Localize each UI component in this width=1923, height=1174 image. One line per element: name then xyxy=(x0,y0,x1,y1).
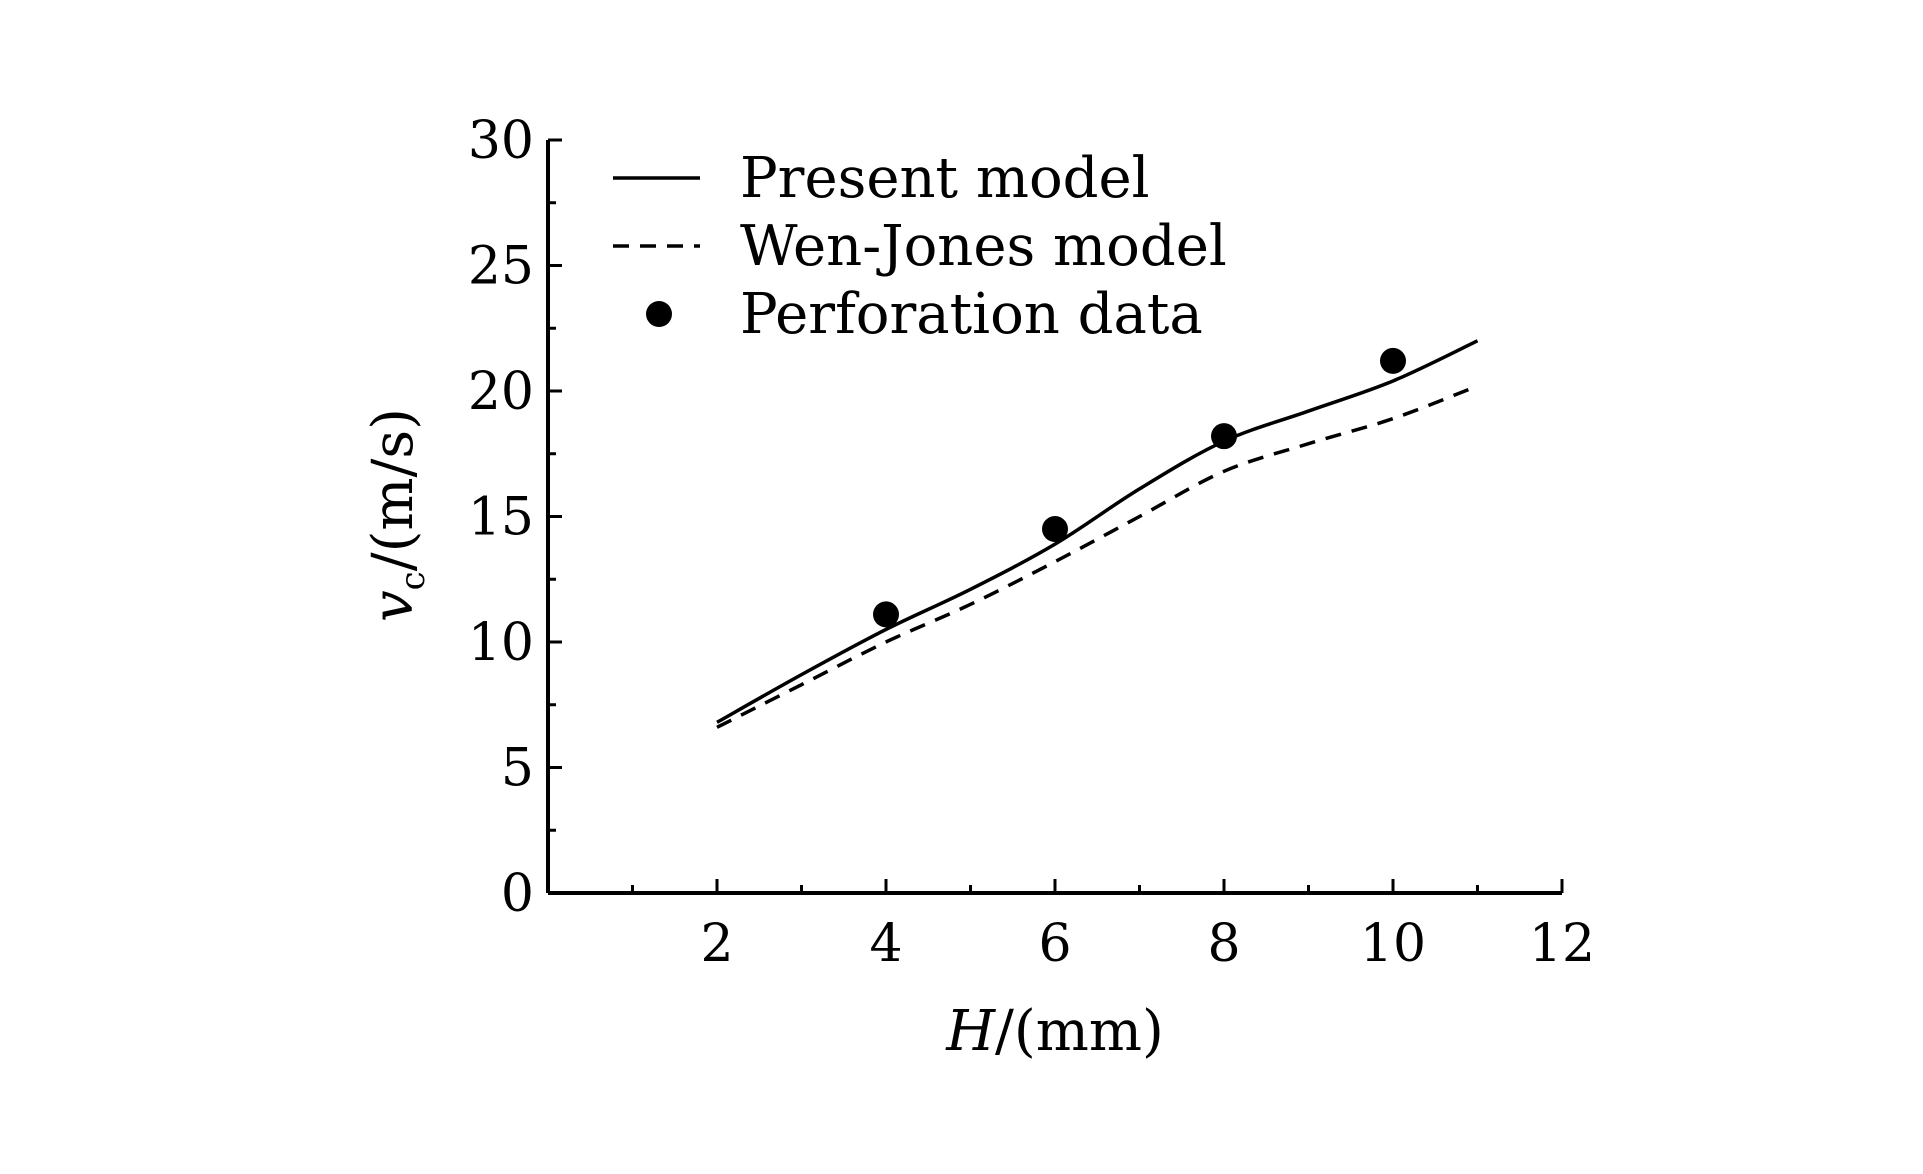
data-point-perforation xyxy=(1380,347,1406,374)
y-axis-label-variable: v xyxy=(361,590,426,622)
y-axis-label-unit: /(m/s) xyxy=(361,408,426,571)
data-point-perforation xyxy=(1042,516,1068,543)
y-axis-label-subscript: c xyxy=(393,571,433,590)
x-axis-label-unit: /(mm) xyxy=(995,999,1164,1064)
x-tick-label: 6 xyxy=(1038,914,1071,974)
x-tick-label: 4 xyxy=(869,914,902,974)
series-line-present-model xyxy=(716,339,1479,724)
y-tick-label: 25 xyxy=(468,237,534,297)
data-point-perforation xyxy=(873,601,899,628)
y-tick-label: 5 xyxy=(501,739,534,799)
x-tick-label: 2 xyxy=(700,914,733,974)
axes-layer: 2 4 6 8 10 12 0 5 10 15 20 25 30 xyxy=(468,111,1595,974)
y-tick-label: 10 xyxy=(468,613,534,673)
series-line-wen-jones-model xyxy=(716,384,1479,729)
x-tick-label: 10 xyxy=(1360,914,1426,974)
legend-item-perforation-data: Perforation data xyxy=(740,282,1203,347)
legend-marker xyxy=(646,301,672,327)
y-tick-label: 20 xyxy=(468,362,534,422)
legend-item-wen-jones-model: Wen-Jones model xyxy=(740,214,1227,279)
legend-item-present-model: Present model xyxy=(740,146,1150,211)
x-axis-label: H/(mm) xyxy=(945,999,1164,1064)
series-layer xyxy=(716,339,1479,729)
x-axis-label-variable: H xyxy=(945,999,996,1064)
data-point-perforation xyxy=(1211,423,1237,450)
y-tick-label: 0 xyxy=(501,864,534,924)
y-tick-label: 15 xyxy=(468,488,534,548)
y-tick-label: 30 xyxy=(468,111,534,171)
x-tick-label: 8 xyxy=(1207,914,1240,974)
y-axis-label: vc/(m/s) xyxy=(361,408,433,622)
x-tick-label: 12 xyxy=(1529,914,1595,974)
